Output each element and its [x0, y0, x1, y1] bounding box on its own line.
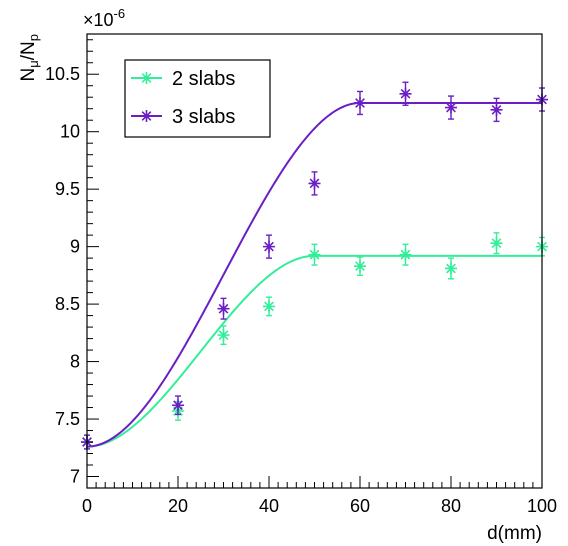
y-label-n: N [18, 68, 39, 82]
point-marker [263, 300, 275, 313]
y-tick-label: 10 [60, 122, 80, 142]
star-marker [354, 96, 366, 109]
y-tick-label: 7.5 [55, 409, 80, 429]
legend-marker [140, 72, 153, 84]
data-point [445, 257, 457, 280]
data-point [308, 171, 321, 196]
legend-entries: 2 slabs 3 slabs [131, 68, 235, 128]
legend: 2 slabs 3 slabs [124, 59, 271, 138]
star-marker [308, 248, 321, 261]
data-point [308, 243, 321, 266]
data-point [399, 81, 412, 106]
point-marker [308, 248, 321, 261]
y-tick-label: 10.5 [45, 64, 80, 84]
star-marker [308, 177, 321, 190]
star-marker [490, 237, 503, 250]
point-marker [490, 237, 503, 250]
y-tick-label: 8.5 [55, 294, 80, 314]
legend-label: 3 slabs [172, 106, 235, 128]
point-marker [263, 240, 275, 253]
point-marker [172, 399, 184, 412]
data-point [263, 296, 275, 317]
y-label-mu: μ [26, 60, 41, 68]
point-marker [217, 329, 230, 342]
star-marker [217, 302, 230, 315]
x-axis-label: d(mm) [487, 523, 542, 544]
star-marker [445, 262, 457, 275]
point-marker [490, 103, 503, 116]
y-axis-label: Nμ/Np [18, 34, 41, 81]
point-marker [445, 262, 457, 275]
point-marker [354, 260, 366, 273]
y-label-n-den: N [18, 41, 39, 55]
data-point [445, 95, 457, 120]
data-point [354, 90, 366, 116]
star-marker [399, 248, 412, 261]
y-tick-label: 9.5 [55, 179, 80, 199]
data-point [172, 395, 184, 416]
legend-box [124, 59, 271, 138]
fit-curves [86, 101, 542, 448]
x-tick-label: 40 [259, 496, 279, 516]
y-label-p: p [26, 34, 41, 41]
star-marker [354, 260, 366, 273]
star-marker [490, 103, 503, 116]
x-axis-ticks: 0 20 40 60 80 100 [82, 476, 557, 516]
multiplier-base: ×10 [83, 10, 114, 30]
y-axis-multiplier: ×10-6 [83, 6, 125, 30]
data-point [490, 232, 503, 255]
x-tick-label: 20 [168, 496, 188, 516]
data-point [354, 256, 366, 277]
data-point [399, 243, 412, 266]
star-marker [140, 110, 153, 122]
point-marker [354, 96, 366, 109]
point-marker [399, 248, 412, 261]
data-point [217, 325, 230, 346]
y-label-slash: / [18, 54, 39, 60]
legend-label: 2 slabs [172, 68, 235, 90]
x-tick-label: 0 [82, 496, 92, 516]
data-point [217, 297, 230, 320]
point-marker [308, 177, 321, 190]
legend-entry: 2 slabs [131, 68, 235, 90]
data-point [263, 234, 275, 259]
legend-entry: 3 slabs [131, 106, 235, 128]
point-marker [217, 302, 230, 315]
star-marker [445, 101, 457, 114]
point-marker [399, 87, 412, 100]
point-marker [445, 101, 457, 114]
y-tick-label: 8 [70, 352, 80, 372]
legend-marker [140, 110, 153, 122]
star-marker [399, 87, 412, 100]
star-marker [217, 329, 230, 342]
star-marker [263, 300, 275, 313]
fit-curve [86, 254, 542, 448]
y-tick-label: 9 [70, 237, 80, 257]
x-tick-label: 100 [527, 496, 557, 516]
star-marker [172, 399, 184, 412]
x-tick-label: 60 [350, 496, 370, 516]
fit-curve [86, 101, 542, 448]
star-marker [263, 240, 275, 253]
y-tick-label: 7 [70, 467, 80, 487]
multiplier-exponent: -6 [114, 6, 126, 21]
star-marker [140, 72, 153, 84]
data-point [490, 97, 503, 123]
y-axis-ticks: 7 7.5 8 8.5 9 9.5 10 10.5 [45, 39, 99, 489]
x-tick-label: 80 [441, 496, 461, 516]
